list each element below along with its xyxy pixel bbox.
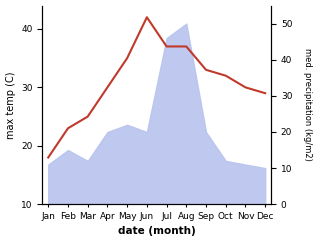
Y-axis label: med. precipitation (kg/m2): med. precipitation (kg/m2) bbox=[303, 48, 313, 161]
X-axis label: date (month): date (month) bbox=[118, 227, 196, 236]
Y-axis label: max temp (C): max temp (C) bbox=[5, 71, 16, 139]
